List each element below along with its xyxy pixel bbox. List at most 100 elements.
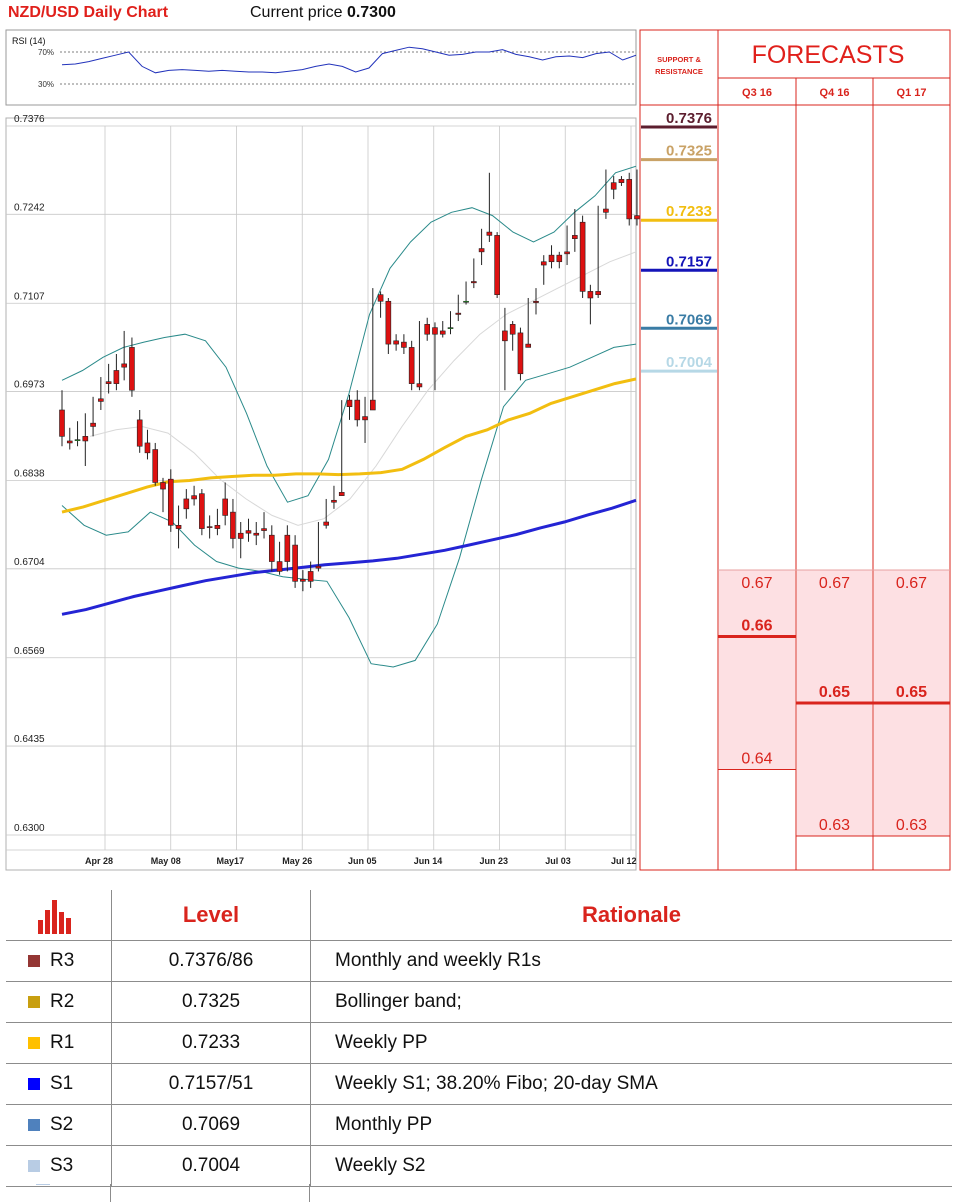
candle-down	[183, 498, 190, 510]
candle-down	[331, 499, 337, 503]
forecast-mid-value: 0.65	[896, 684, 927, 701]
candle-down	[517, 332, 524, 375]
table-body: R3 0.7376/86 Monthly and weekly R1s R2 0.732…	[6, 940, 952, 1187]
candles	[59, 169, 640, 592]
level-name-cell: R1	[6, 1022, 112, 1064]
forecast-mid-value: 0.65	[819, 684, 850, 701]
level-rationale: Weekly S1; 38.20% Fibo; 20-day SMA	[310, 1063, 952, 1105]
bollinger-upper	[61, 165, 637, 503]
level-name: R1	[50, 1032, 75, 1053]
level-name: S3	[50, 1155, 74, 1176]
candle-down	[439, 330, 446, 335]
level-name-cell: R3	[6, 940, 112, 982]
forecast-range	[719, 570, 795, 770]
chart-title: NZD/USD Daily Chart	[8, 4, 169, 21]
forecast-quarter: Q4 16	[820, 87, 850, 99]
sr-value-r2: 0.7325	[666, 143, 712, 160]
x-tick-label: Jun 14	[414, 856, 443, 866]
level-name: S1	[50, 1073, 74, 1094]
candle-down	[307, 571, 314, 582]
cropped-row	[0, 1184, 964, 1202]
x-axis: Apr 28 May 08 May17 May 26 Jun 05 Jun 14 Jun 2…	[85, 856, 637, 866]
y-tick-label: 0.6435	[14, 734, 45, 745]
table-header-rationale: Rationale	[310, 890, 952, 941]
level-rationale: Monthly and weekly R1s	[310, 940, 952, 982]
x-tick-label: May17	[217, 856, 245, 866]
table-row: S2 0.7069 Monthly PP	[6, 1104, 952, 1146]
sr-value-s3: 0.7004	[666, 354, 713, 371]
current-price: Current price 0.7300	[250, 4, 396, 22]
candle-down	[113, 370, 120, 384]
sr-title-2: RESISTANCE	[655, 67, 703, 76]
x-tick-label: Jun 05	[348, 856, 377, 866]
level-value: 0.7069	[111, 1104, 311, 1146]
sma-blue	[61, 498, 637, 616]
current-price-label: Current price	[250, 4, 343, 21]
forecast-title: FORECASTS	[752, 41, 905, 69]
forecast-low-value: 0.63	[819, 817, 850, 834]
forecast-low-value: 0.64	[741, 751, 772, 768]
sr-value-s1: 0.7157	[666, 253, 712, 270]
bollinger-lower	[61, 343, 637, 668]
candle-down	[471, 281, 477, 284]
candle-down	[509, 324, 516, 335]
rsi-label: RSI (14)	[12, 36, 46, 46]
candle-down	[587, 291, 594, 299]
level-value: 0.7004	[111, 1145, 311, 1187]
y-axis: 0.7376 0.7242 0.7107 0.6973 0.6838 0.6704 0.65…	[14, 114, 45, 834]
candle-down	[323, 521, 329, 526]
candle-down	[579, 221, 586, 292]
sr-value-r3: 0.7376	[666, 110, 712, 127]
y-tick-label: 0.6973	[14, 380, 45, 391]
rsi-series	[61, 46, 637, 74]
y-tick-label: 0.6300	[14, 823, 45, 834]
candle-down	[136, 419, 143, 447]
candle-down	[634, 215, 640, 220]
candle-down	[152, 449, 159, 483]
candle-down	[626, 179, 633, 220]
forecast-mid-value: 0.66	[741, 618, 772, 635]
table-header-icon-cell	[6, 890, 112, 941]
forecast-quarter: Q3 16	[742, 87, 772, 99]
candle-down	[167, 478, 174, 526]
candle-down	[370, 399, 376, 411]
candle-down	[603, 208, 609, 213]
candle-down	[432, 327, 438, 335]
candle-down	[129, 347, 135, 391]
candle-down	[82, 436, 89, 442]
level-name: S2	[50, 1114, 74, 1135]
candle-down	[292, 544, 298, 582]
color-swatch	[28, 1160, 40, 1172]
color-swatch	[28, 1037, 40, 1049]
candle-down	[564, 251, 570, 255]
candle-down	[222, 498, 228, 516]
level-rationale: Bollinger band;	[310, 981, 952, 1023]
candle-down	[618, 179, 625, 183]
candle-down	[533, 300, 539, 303]
candle-up	[74, 439, 81, 441]
candle-down	[237, 532, 244, 539]
level-value: 0.7157/51	[111, 1063, 311, 1105]
candle-down	[362, 416, 368, 421]
level-value: 0.7376/86	[111, 940, 311, 982]
color-swatch	[28, 955, 40, 967]
candle-down	[230, 511, 236, 539]
sr-value-s2: 0.7069	[666, 311, 712, 328]
candle-down	[478, 248, 485, 253]
candle-down	[245, 530, 252, 534]
moving-averages	[61, 377, 637, 616]
candle-down	[160, 482, 166, 490]
candle-down	[105, 381, 112, 384]
candle-down	[595, 291, 601, 295]
forecast-high-value: 0.67	[741, 575, 772, 592]
candle-down	[268, 534, 275, 562]
forecast-quarter: Q1 17	[897, 87, 927, 99]
rsi-level-70: 70%	[38, 48, 54, 57]
candle-down	[214, 525, 221, 529]
sr-title-1: SUPPORT &	[657, 55, 701, 64]
candle-down	[494, 235, 500, 295]
level-name: R3	[50, 950, 75, 971]
bar-chart-icon	[38, 900, 71, 934]
candle-down	[556, 254, 563, 263]
level-rationale: Weekly PP	[310, 1022, 952, 1064]
